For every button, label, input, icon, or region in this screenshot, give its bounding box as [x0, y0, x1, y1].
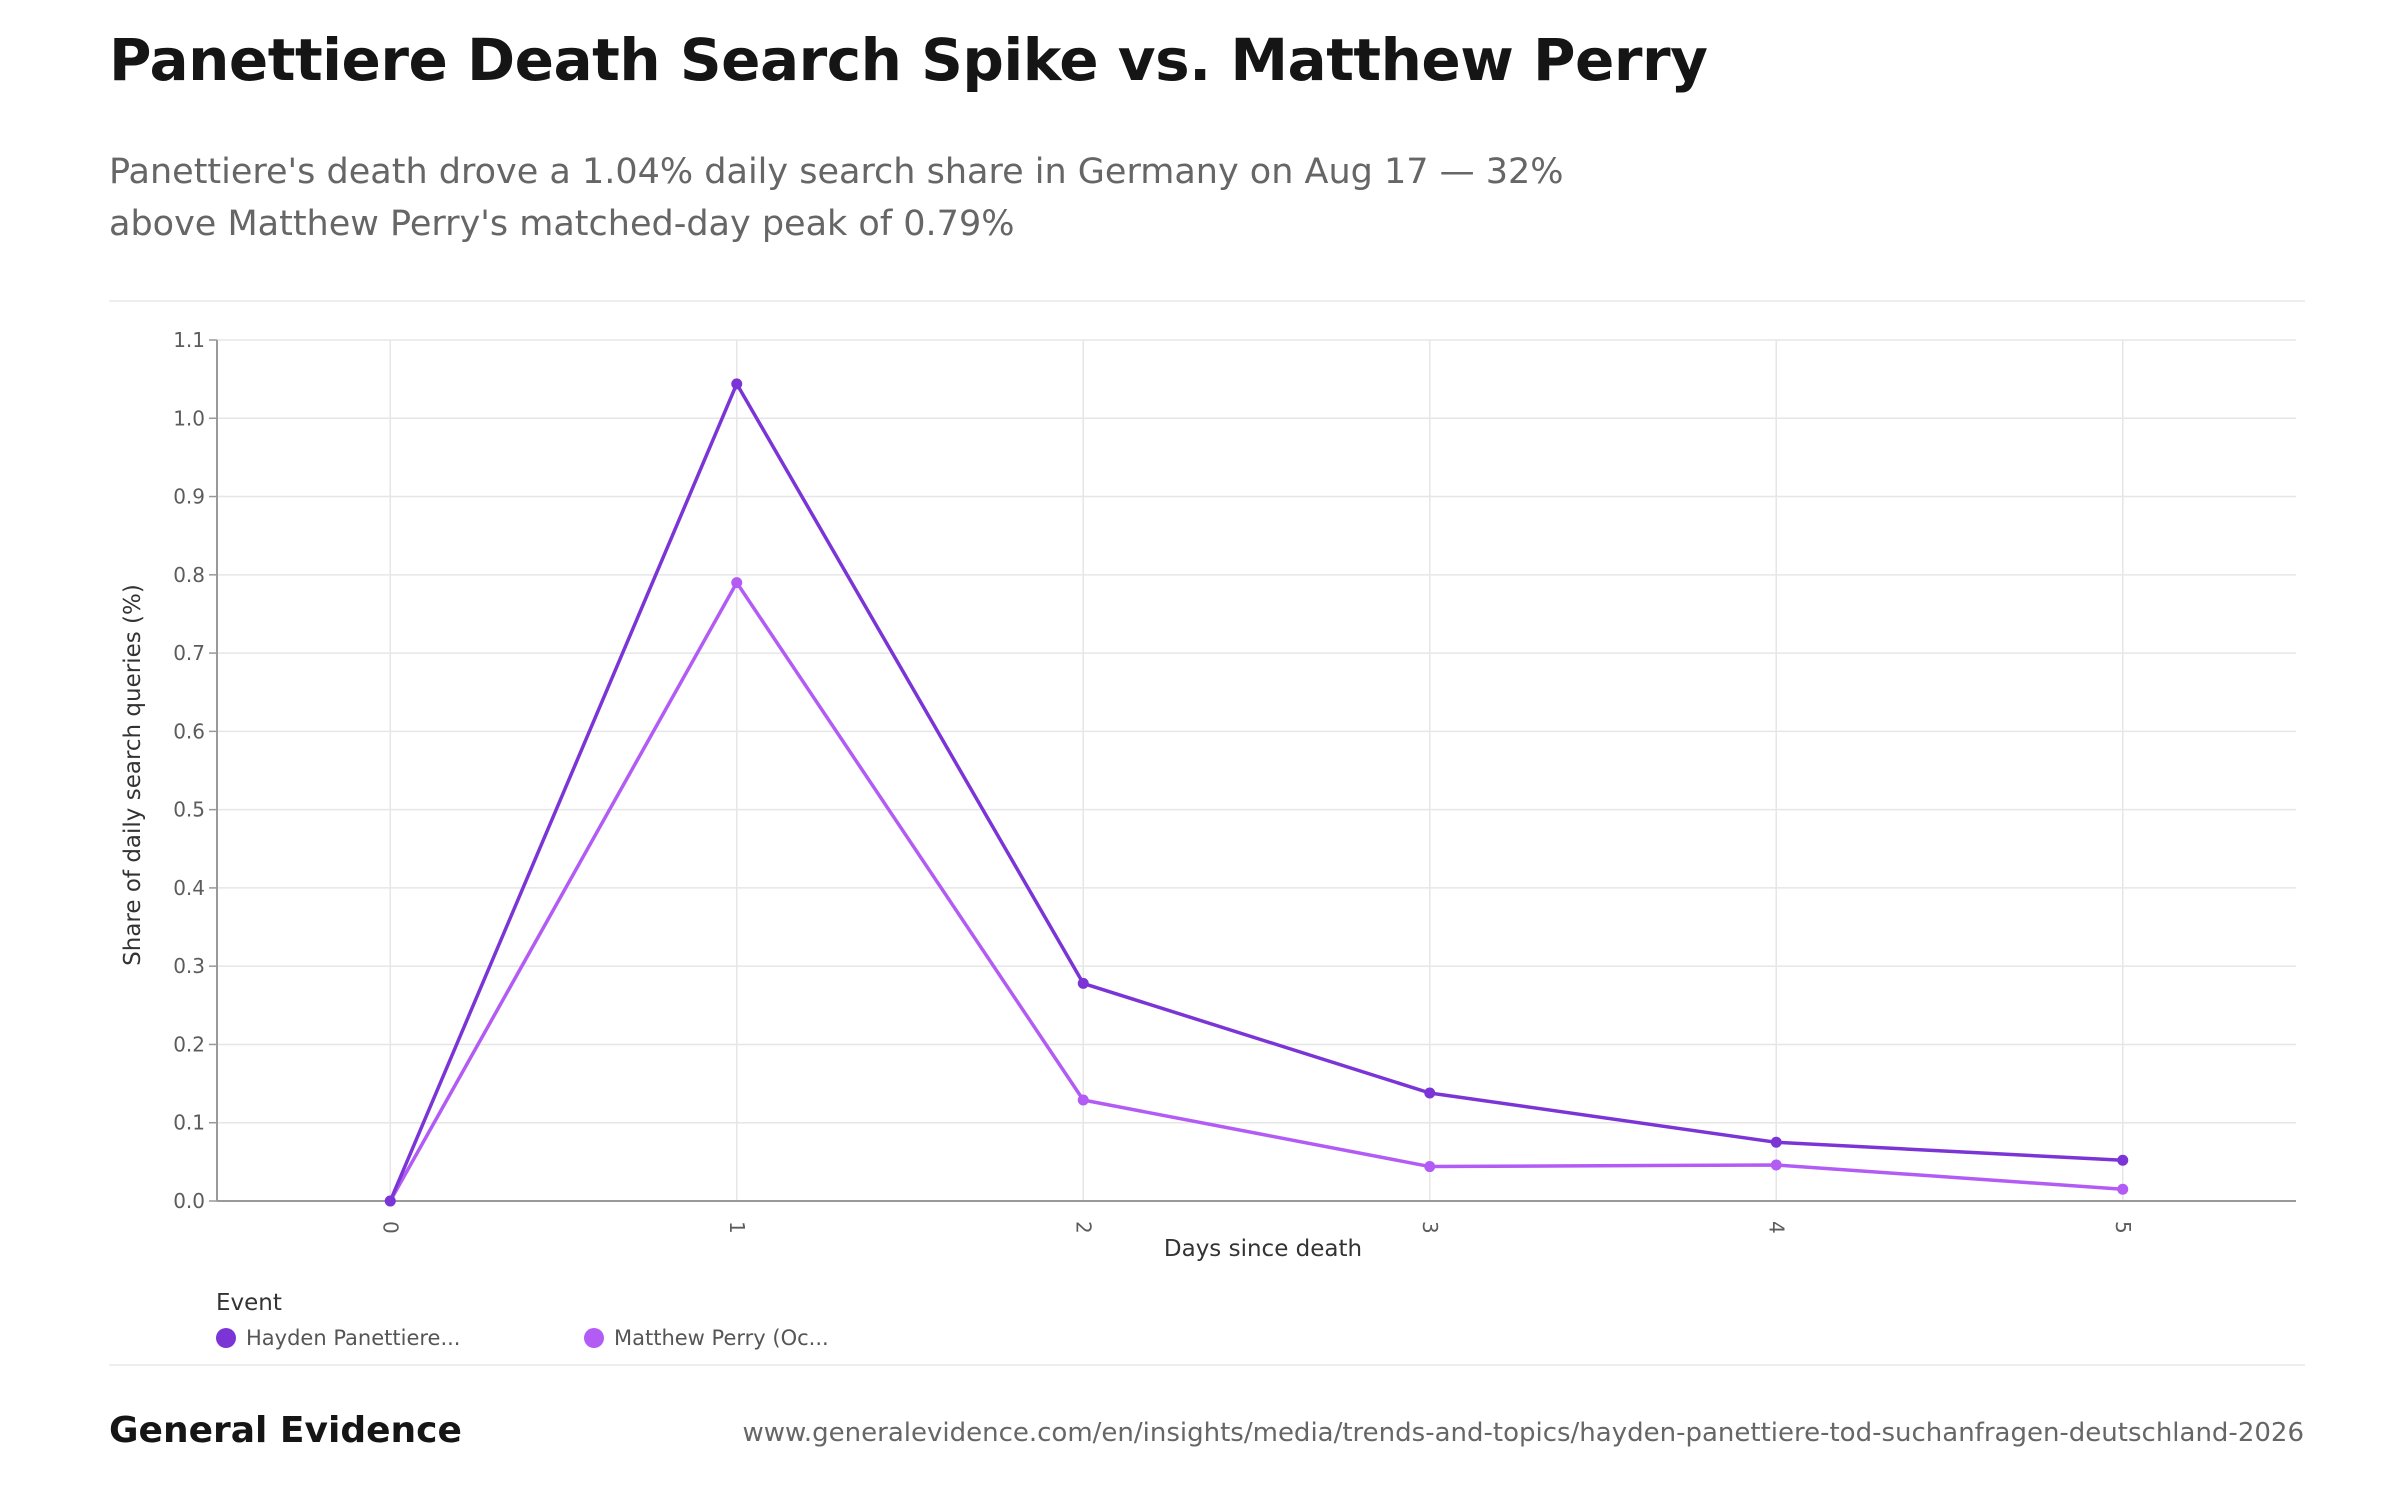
y-axis-title: Share of daily search queries (%) [120, 584, 146, 966]
y-tick-label: 0.5 [173, 798, 205, 822]
source-url-link[interactable]: www.generalevidence.com/en/insights/medi… [742, 1418, 2305, 1448]
legend-item-hayden-panettiere[interactable]: Hayden Panettiere... [216, 1326, 460, 1350]
data-point [731, 378, 743, 390]
x-tick-label: 3 [1418, 1221, 1442, 1234]
series-points [384, 378, 2129, 1207]
data-point [384, 1195, 396, 1207]
legend-swatch-circle-icon [216, 1328, 236, 1348]
series-line-0 [388, 382, 2125, 1203]
x-tick-label: 0 [378, 1221, 402, 1234]
y-tick-label: 0.6 [173, 719, 205, 743]
series-line-1 [388, 580, 2125, 1203]
brand-logo-text: General Evidence [109, 1410, 462, 1451]
legend-item-label: Matthew Perry (Oc... [614, 1326, 829, 1350]
top-divider [109, 300, 2305, 302]
legend: Event Hayden Panettiere... Matthew Perry… [216, 1290, 829, 1356]
y-tick-label: 0.8 [173, 563, 205, 587]
page-title: Panettiere Death Search Spike vs. Matthe… [109, 26, 1708, 94]
bottom-divider [109, 1364, 2305, 1366]
data-point [1077, 1094, 1089, 1106]
legend-item-label: Hayden Panettiere... [246, 1326, 461, 1350]
axes [209, 339, 2296, 1202]
x-gridlines [389, 340, 2124, 1201]
x-tick-label: 2 [1071, 1221, 1095, 1234]
page-subtitle: Panettiere's death drove a 1.04% daily s… [109, 152, 1564, 244]
legend-title: Event [216, 1290, 282, 1316]
y-tick-label: 0.7 [173, 641, 205, 665]
data-point [1424, 1087, 1436, 1099]
x-tick-labels: 0 1 2 3 4 5 [378, 1221, 2135, 1234]
y-tick-label: 0.9 [173, 485, 205, 509]
series-lines [388, 382, 2125, 1203]
data-point [2117, 1154, 2129, 1166]
y-tick-label: 0.4 [173, 876, 205, 900]
data-point [1770, 1136, 1782, 1148]
y-tick-label: 0.0 [173, 1189, 205, 1213]
y-tick-label: 1.1 [173, 328, 205, 352]
y-tick-labels: 0.0 0.1 0.2 0.3 0.4 0.5 0.6 0.7 0.8 0.9 1.0 1.1 [173, 328, 205, 1213]
legend-items: Hayden Panettiere... Matthew Perry (Oc..… [216, 1326, 829, 1356]
data-point [2117, 1183, 2129, 1195]
y-tick-label: 0.2 [173, 1032, 205, 1056]
x-tick-label: 4 [1764, 1221, 1788, 1234]
x-axis-title: Days since death [1164, 1236, 1362, 1262]
legend-item-matthew-perry[interactable]: Matthew Perry (Oc... [584, 1326, 829, 1350]
x-tick-label: 1 [725, 1221, 749, 1234]
y-tick-label: 0.1 [173, 1111, 205, 1135]
data-point [1424, 1161, 1436, 1173]
data-point [731, 577, 743, 589]
x-tick-label: 5 [2111, 1221, 2135, 1234]
y-tick-label: 0.3 [173, 954, 205, 978]
legend-swatch-circle-icon [584, 1328, 604, 1348]
data-point [1077, 977, 1089, 989]
y-gridlines [217, 339, 2296, 1124]
data-point [1770, 1159, 1782, 1171]
y-tick-label: 1.0 [173, 406, 205, 430]
